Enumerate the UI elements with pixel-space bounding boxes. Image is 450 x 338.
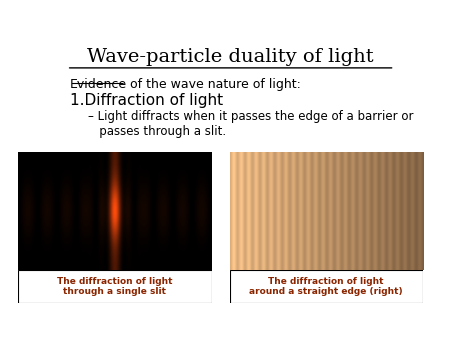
Text: Wave-particle duality of light: Wave-particle duality of light [87,48,374,66]
Text: – Light diffracts when it passes the edge of a barrier or
   passes through a sl: – Light diffracts when it passes the edg… [88,110,413,138]
FancyBboxPatch shape [18,270,212,303]
Text: The diffraction of light
through a single slit: The diffraction of light through a singl… [57,277,172,296]
Text: of the wave nature of light:: of the wave nature of light: [126,77,301,91]
Text: The diffraction of light
around a straight edge (right): The diffraction of light around a straig… [249,277,403,296]
Text: 1.Diffraction of light: 1.Diffraction of light [70,93,223,107]
FancyBboxPatch shape [230,270,423,303]
Text: Evidence: Evidence [70,77,127,91]
Text: 1: 1 [391,286,398,296]
